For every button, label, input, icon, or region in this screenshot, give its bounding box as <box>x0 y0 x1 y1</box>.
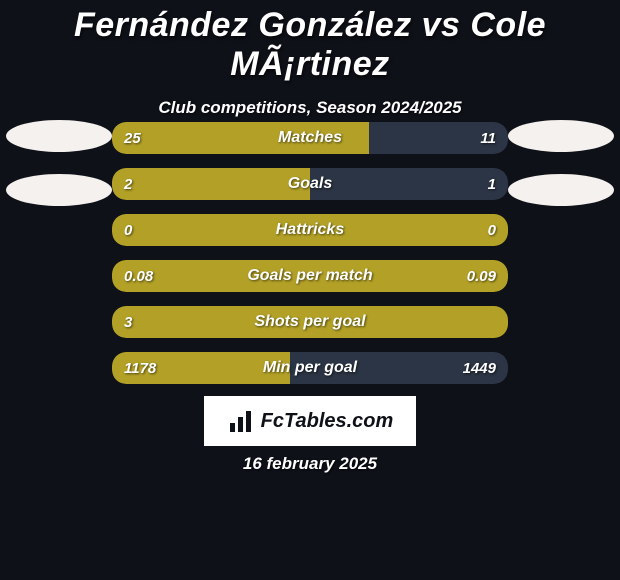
fctables-logo: FcTables.com <box>204 396 416 446</box>
stat-label: Goals <box>112 168 508 200</box>
stat-label: Shots per goal <box>112 306 508 338</box>
stat-label: Min per goal <box>112 352 508 384</box>
subtitle: Club competitions, Season 2024/2025 <box>0 98 620 118</box>
stat-row: 2511Matches <box>112 122 508 154</box>
avatar-player-left-1 <box>6 120 112 152</box>
stat-row: 0.080.09Goals per match <box>112 260 508 292</box>
date-label: 16 february 2025 <box>0 454 620 474</box>
page-title: Fernández González vs Cole MÃ¡rtinez <box>0 0 620 84</box>
stat-row: 3Shots per goal <box>112 306 508 338</box>
stat-row: 11781449Min per goal <box>112 352 508 384</box>
stat-label: Hattricks <box>112 214 508 246</box>
stat-label: Matches <box>112 122 508 154</box>
bar-chart-icon <box>227 407 255 435</box>
avatar-player-right-1 <box>508 120 614 152</box>
stat-label: Goals per match <box>112 260 508 292</box>
avatar-player-right-2 <box>508 174 614 206</box>
stat-row: 21Goals <box>112 168 508 200</box>
logo-text: FcTables.com <box>261 410 394 433</box>
avatar-player-left-2 <box>6 174 112 206</box>
stat-row: 00Hattricks <box>112 214 508 246</box>
stats-panel: 2511Matches 21Goals 00Hattricks 0.080.09Goa… <box>112 122 508 398</box>
